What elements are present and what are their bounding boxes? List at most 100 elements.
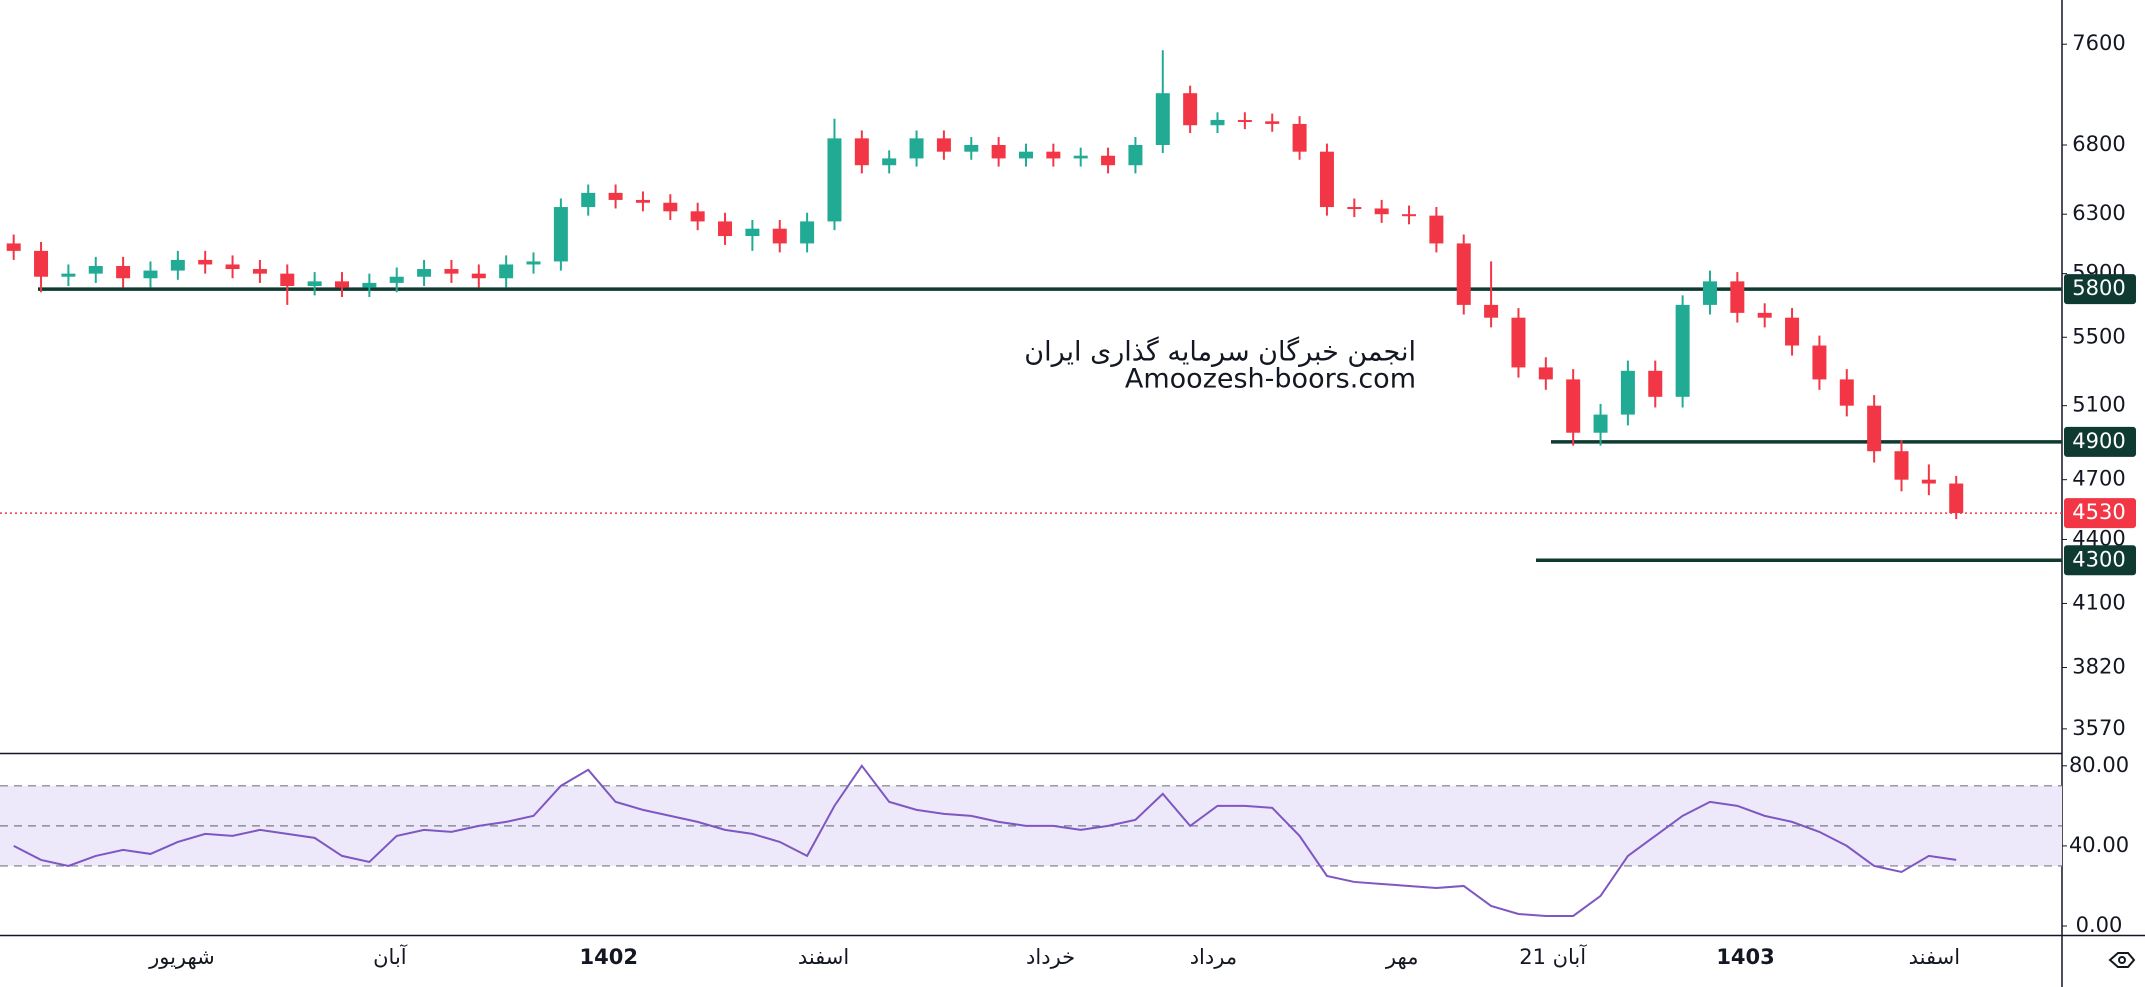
level-label: 5800 — [2072, 276, 2125, 300]
candle-body — [1620, 370, 1635, 415]
x-tick-label: خرداد — [1026, 945, 1075, 969]
candle-body — [1921, 479, 1936, 484]
candle-body — [252, 269, 267, 274]
candle-body — [581, 192, 596, 208]
candle-body — [116, 265, 131, 279]
x-tick-label: 21 آبان — [1519, 944, 1587, 969]
candle-body — [608, 192, 623, 200]
candle-body — [88, 265, 103, 274]
candle-body — [1538, 367, 1553, 380]
candle-body — [718, 221, 733, 237]
y-tick-label: 6300 — [2072, 201, 2125, 225]
y-tick-label: 5500 — [2072, 324, 2125, 348]
candle-body — [1265, 121, 1280, 124]
last-price-box — [2064, 498, 2136, 529]
candle-body — [1484, 304, 1499, 318]
candle-body — [882, 158, 897, 166]
candle-body — [362, 282, 377, 288]
candle-body — [1018, 151, 1033, 159]
candle-body — [553, 207, 568, 262]
y-tick-label: 3820 — [2072, 655, 2125, 679]
settings-icon[interactable] — [2108, 952, 2136, 968]
candle-body — [1402, 214, 1417, 217]
level-label: 4300 — [2072, 547, 2125, 571]
candle-body — [964, 144, 979, 152]
candle-body — [1429, 215, 1444, 244]
candle-body — [854, 138, 869, 166]
candle-body — [143, 270, 158, 279]
candle-body — [800, 221, 815, 244]
x-tick-label: مهر — [1385, 945, 1419, 969]
candle-body — [1237, 120, 1252, 123]
y-tick-label: 7600 — [2072, 31, 2125, 55]
candle-body — [991, 144, 1006, 159]
candle-body — [1347, 207, 1362, 210]
candle-body — [1210, 120, 1225, 126]
candle-body — [444, 269, 459, 274]
candle-body — [745, 228, 760, 237]
y-tick-label: 6800 — [2072, 132, 2125, 156]
x-tick-label: 1403 — [1716, 945, 1774, 969]
candle-body — [1785, 317, 1800, 346]
candle-body — [417, 269, 432, 277]
candle-body — [690, 211, 705, 222]
x-tick-label: آبان — [373, 944, 408, 969]
y-tick-label: 0.00 — [2076, 913, 2123, 937]
settings-hexagon[interactable] — [2108, 952, 2136, 968]
candle-body — [170, 259, 185, 271]
candle-body — [1046, 151, 1061, 159]
watermark: Amoozesh-boors.com — [1125, 364, 1416, 395]
candle-body — [198, 259, 213, 265]
candle-body — [1374, 208, 1389, 215]
candle-body — [1593, 414, 1608, 433]
candle-body — [61, 273, 76, 277]
x-tick-label: اسفند — [1909, 945, 1960, 969]
watermark: انجمن خبرگان سرمایه گذاری ایران — [1024, 336, 1416, 368]
candle-body — [1730, 281, 1745, 313]
candle-body — [1894, 451, 1909, 480]
candle-body — [663, 202, 678, 212]
y-tick-label: 4700 — [2072, 467, 2125, 491]
candle-body — [1511, 317, 1526, 368]
candle-body — [34, 250, 49, 277]
settings-dot[interactable] — [2118, 956, 2126, 964]
y-tick-label: 40.00 — [2069, 833, 2129, 857]
candle-body — [1566, 379, 1581, 433]
candle-body — [1675, 304, 1690, 397]
x-tick-label: مرداد — [1190, 945, 1237, 969]
candle-body — [1128, 144, 1143, 166]
candle-body — [1867, 405, 1882, 452]
candle-body — [1456, 243, 1471, 305]
candle-body — [1702, 281, 1717, 305]
candle-body — [225, 264, 240, 270]
rsi-line — [13, 764, 1957, 917]
candle-body — [1839, 379, 1854, 406]
level-label-box — [2064, 426, 2136, 457]
candle-body — [1155, 93, 1170, 145]
candle-body — [1812, 345, 1827, 380]
candle-body — [471, 273, 486, 279]
candle-body — [6, 243, 21, 251]
last-price-label: 4530 — [2072, 500, 2125, 524]
level-label-box — [2064, 274, 2136, 305]
candle-body — [499, 264, 514, 279]
candle-body — [1949, 483, 1964, 514]
candle-body — [526, 261, 541, 265]
x-tick-label: شهریور — [148, 945, 215, 969]
candle-body — [1073, 155, 1088, 159]
candle-body — [827, 138, 842, 222]
candle-body — [1319, 151, 1334, 208]
y-tick-label: 80.00 — [2069, 753, 2129, 777]
candle-body — [635, 199, 650, 203]
candle-body — [334, 281, 349, 288]
y-tick-label: 3570 — [2072, 716, 2125, 740]
candle-body — [1757, 312, 1772, 318]
candle-body — [909, 138, 924, 159]
candle-body — [1183, 93, 1198, 126]
x-tick-label: اسفند — [798, 945, 849, 969]
y-tick-label: 4100 — [2072, 590, 2125, 614]
candle-body — [307, 281, 322, 287]
level-label: 4900 — [2072, 429, 2125, 453]
candle-body — [1292, 123, 1307, 152]
